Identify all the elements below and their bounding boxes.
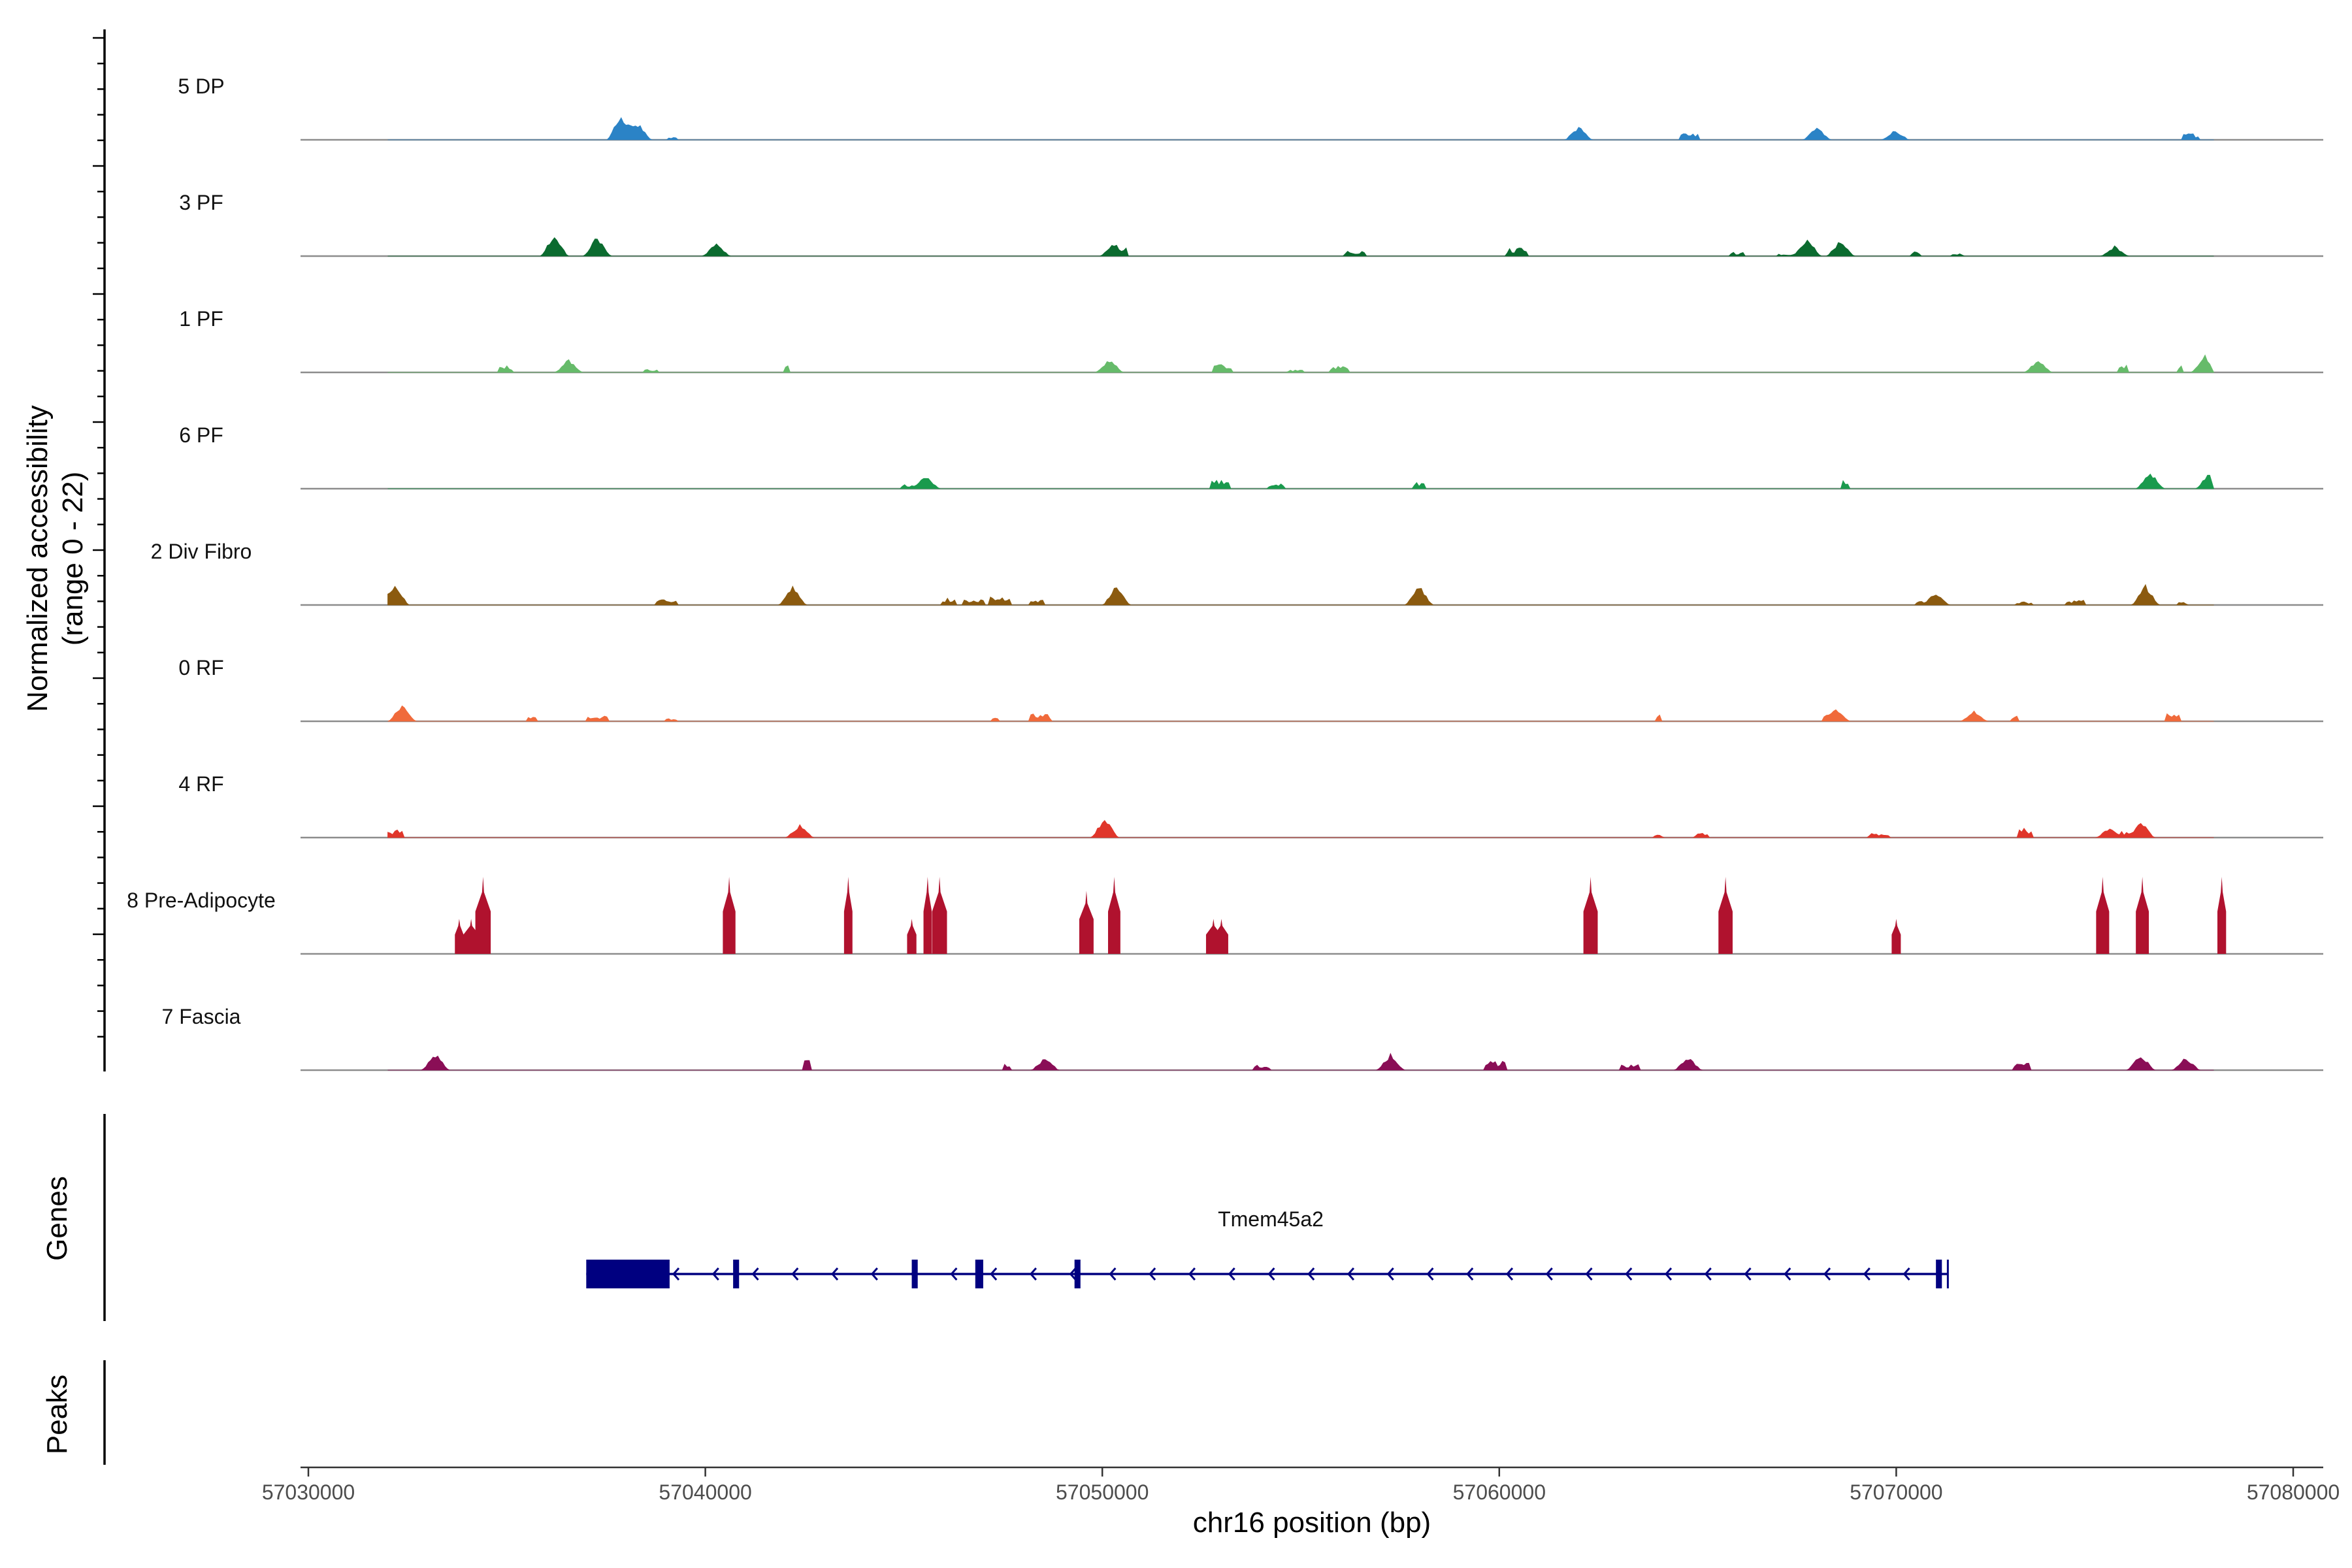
strand-arrow	[1744, 1267, 1752, 1281]
track-label: 5 DP	[178, 74, 224, 98]
track-label: 8 Pre-Adipocyte	[127, 889, 276, 912]
gene-exon	[1936, 1260, 1942, 1288]
track-0-rf: 0 RF	[178, 656, 2323, 723]
track-label: 7 Fascia	[162, 1005, 241, 1028]
coverage-signal	[387, 117, 2214, 140]
y-axis-title: Normalized accessibility	[22, 405, 54, 711]
strand-arrow	[1069, 1267, 1077, 1281]
signal-spike	[475, 877, 491, 954]
strand-arrow	[1625, 1267, 1633, 1281]
signal-spike	[932, 877, 947, 954]
x-tick-label: 57060000	[1453, 1480, 1546, 1504]
signal-spike	[1718, 877, 1733, 954]
gene-name: Tmem45a2	[1218, 1207, 1324, 1231]
track-label: 1 PF	[179, 307, 223, 331]
track-label: 2 Div Fibro	[151, 540, 252, 563]
track-label: 6 PF	[179, 423, 223, 447]
signal-spike	[2136, 877, 2149, 954]
signal-spike	[723, 877, 736, 954]
strand-arrow	[1347, 1267, 1355, 1281]
track-3-pf: 3 PF	[179, 191, 2323, 257]
gene-exon	[733, 1260, 740, 1288]
track-4-rf: 4 RF	[178, 772, 2323, 839]
signal-spike	[2096, 877, 2110, 954]
y-axis-ticks	[93, 37, 105, 1038]
x-tick-label: 57040000	[659, 1480, 751, 1504]
strand-arrow	[1307, 1267, 1315, 1281]
strand-arrow	[672, 1267, 680, 1281]
x-tick-label: 57030000	[262, 1480, 355, 1504]
signal-spike	[1583, 877, 1598, 954]
strand-arrow	[751, 1267, 759, 1281]
peaks-panel-label: Peaks	[41, 1375, 73, 1454]
track-label: 0 RF	[178, 656, 223, 679]
signal-spike	[2217, 877, 2227, 954]
coverage-signal	[387, 237, 2214, 257]
track-8-pre-adipocyte: 8 Pre-Adipocyte	[127, 877, 2323, 955]
strand-arrow	[1664, 1267, 1673, 1281]
strand-arrow	[711, 1267, 719, 1281]
strand-arrow	[1903, 1267, 1910, 1281]
strand-arrow	[1386, 1267, 1394, 1281]
signal-spike	[463, 919, 479, 954]
signal-spike	[843, 877, 853, 954]
genes-panel-label: Genes	[41, 1176, 73, 1261]
strand-arrow	[1784, 1267, 1791, 1281]
strand-arrow	[1029, 1267, 1037, 1281]
gene-exon	[1074, 1260, 1081, 1288]
strand-arrow	[1505, 1267, 1514, 1281]
strand-arrow	[1109, 1267, 1117, 1281]
strand-arrow	[1585, 1267, 1593, 1281]
track-2-div-fibro: 2 Div Fibro	[151, 540, 2323, 606]
strand-arrow	[870, 1267, 878, 1281]
coverage-signal	[387, 473, 2215, 489]
signal-spike	[1079, 890, 1094, 954]
gene-exon	[586, 1260, 670, 1288]
track-1-pf: 1 PF	[179, 307, 2323, 374]
x-tick-label: 57050000	[1056, 1480, 1149, 1504]
track-label: 3 PF	[179, 191, 223, 214]
x-axis-ticks: 57030000 57040000 57050000 57060000 57070000…	[262, 1467, 2340, 1504]
strand-arrow	[1863, 1267, 1870, 1281]
strand-arrow	[1704, 1267, 1712, 1281]
coverage-signal	[387, 705, 2214, 722]
strand-arrow	[831, 1267, 839, 1281]
signal-spike	[1891, 919, 1901, 954]
gene-exon	[975, 1260, 983, 1288]
strand-arrow	[1426, 1267, 1434, 1281]
signal-spike	[907, 919, 917, 954]
coverage-signal	[387, 583, 2214, 606]
y-axis-subtitle: (range 0 - 22)	[57, 472, 89, 646]
strand-arrow	[1188, 1267, 1196, 1281]
strand-arrow	[1545, 1267, 1553, 1281]
gene-model	[586, 1260, 1949, 1288]
signal-spike	[923, 877, 932, 954]
strand-arrow	[1466, 1267, 1474, 1281]
strand-arrow	[1267, 1267, 1275, 1281]
strand-arrow	[990, 1267, 998, 1281]
strand-arrow	[1149, 1267, 1156, 1281]
track-6-pf: 6 PF	[179, 423, 2323, 490]
signal-spike	[1215, 919, 1228, 954]
signal-spike	[455, 919, 464, 954]
coverage-signal	[387, 820, 2214, 838]
strand-arrow	[1823, 1267, 1831, 1281]
x-tick-label: 57080000	[2247, 1480, 2340, 1504]
signal-spike	[1107, 877, 1120, 954]
strand-arrow	[950, 1267, 958, 1281]
track-7-fascia: 7 Fascia	[162, 1005, 2323, 1071]
gene-exon	[911, 1260, 918, 1288]
track-label: 4 RF	[178, 772, 223, 796]
coverage-signal	[387, 354, 2215, 373]
accessibility-tracks: 5 DP 3 PF 1 PF 6 PF 2 Div Fibro 0 RF 4 RF 8 Pre…	[127, 74, 2323, 1071]
x-axis-title: chr16 position (bp)	[1193, 1507, 1431, 1539]
strand-arrow	[1228, 1267, 1235, 1281]
strand-arrow	[791, 1267, 799, 1281]
track-5-dp: 5 DP	[178, 74, 2323, 141]
coverage-signal	[387, 1053, 2214, 1071]
x-tick-label: 57070000	[1850, 1480, 1942, 1504]
